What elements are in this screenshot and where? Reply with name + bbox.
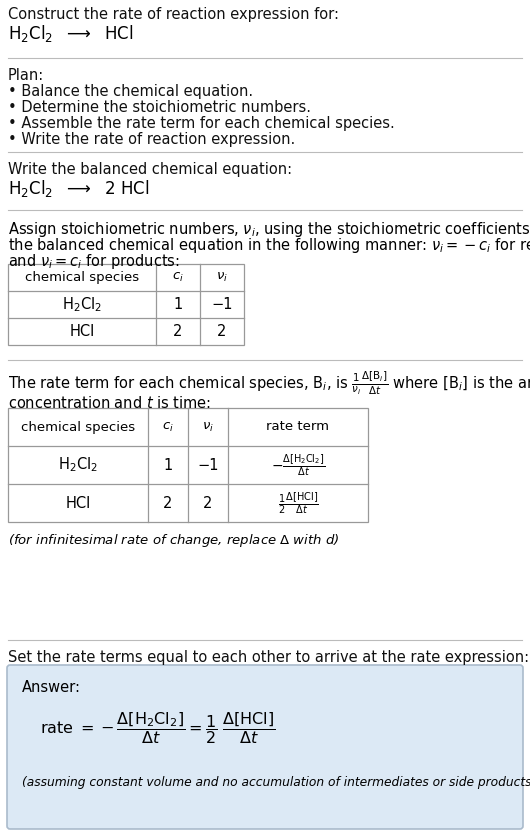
Text: and $\nu_i = c_i$ for products:: and $\nu_i = c_i$ for products: — [8, 252, 180, 271]
Text: Plan:: Plan: — [8, 68, 44, 83]
Text: • Write the rate of reaction expression.: • Write the rate of reaction expression. — [8, 132, 295, 147]
Text: Construct the rate of reaction expression for:: Construct the rate of reaction expressio… — [8, 7, 339, 22]
Text: $\nu_i$: $\nu_i$ — [216, 271, 228, 284]
Text: the balanced chemical equation in the following manner: $\nu_i = -c_i$ for react: the balanced chemical equation in the fo… — [8, 236, 530, 255]
Text: $\frac{1}{2}\frac{\Delta[\mathrm{HCl}]}{\Delta t}$: $\frac{1}{2}\frac{\Delta[\mathrm{HCl}]}{… — [278, 490, 319, 516]
Text: H$_2$Cl$_2$: H$_2$Cl$_2$ — [58, 456, 98, 474]
Text: $c_i$: $c_i$ — [172, 271, 184, 284]
Text: $-\frac{\Delta[\mathrm{H_2Cl_2}]}{\Delta t}$: $-\frac{\Delta[\mathrm{H_2Cl_2}]}{\Delta… — [271, 453, 325, 478]
Bar — [8, 408, 368, 522]
Text: (assuming constant volume and no accumulation of intermediates or side products): (assuming constant volume and no accumul… — [22, 776, 530, 789]
Text: 2: 2 — [204, 495, 213, 510]
Text: rate term: rate term — [267, 421, 330, 433]
Text: Assign stoichiometric numbers, $\nu_i$, using the stoichiometric coefficients, $: Assign stoichiometric numbers, $\nu_i$, … — [8, 220, 530, 239]
Text: H$_2$Cl$_2$  $\longrightarrow$  2 HCl: H$_2$Cl$_2$ $\longrightarrow$ 2 HCl — [8, 178, 149, 199]
Text: chemical species: chemical species — [25, 271, 139, 284]
Text: −1: −1 — [211, 297, 233, 312]
Text: rate $= -\dfrac{\Delta[\mathrm{H_2Cl_2}]}{\Delta t} = \dfrac{1}{2}\ \dfrac{\Delt: rate $= -\dfrac{\Delta[\mathrm{H_2Cl_2}]… — [40, 710, 276, 746]
Text: Write the balanced chemical equation:: Write the balanced chemical equation: — [8, 162, 292, 177]
Text: • Assemble the rate term for each chemical species.: • Assemble the rate term for each chemic… — [8, 116, 395, 131]
Text: Answer:: Answer: — [22, 680, 81, 695]
Text: 2: 2 — [217, 324, 227, 339]
Text: 1: 1 — [173, 297, 183, 312]
Text: −1: −1 — [197, 458, 219, 473]
Text: The rate term for each chemical species, B$_i$, is $\frac{1}{\nu_i}\frac{\Delta[: The rate term for each chemical species,… — [8, 370, 530, 397]
Text: 1: 1 — [163, 458, 173, 473]
Text: H$_2$Cl$_2$  $\longrightarrow$  HCl: H$_2$Cl$_2$ $\longrightarrow$ HCl — [8, 23, 134, 44]
Text: HCl: HCl — [69, 324, 95, 339]
FancyBboxPatch shape — [7, 665, 523, 829]
Text: • Determine the stoichiometric numbers.: • Determine the stoichiometric numbers. — [8, 100, 311, 115]
Text: (for infinitesimal rate of change, replace $\Delta$ with $d$): (for infinitesimal rate of change, repla… — [8, 532, 340, 549]
Text: $c_i$: $c_i$ — [162, 421, 174, 433]
Text: 2: 2 — [163, 495, 173, 510]
Text: concentration and $t$ is time:: concentration and $t$ is time: — [8, 395, 211, 411]
Text: $\nu_i$: $\nu_i$ — [202, 421, 214, 433]
Text: Set the rate terms equal to each other to arrive at the rate expression:: Set the rate terms equal to each other t… — [8, 650, 529, 665]
Bar — [8, 264, 244, 345]
Text: • Balance the chemical equation.: • Balance the chemical equation. — [8, 84, 253, 99]
Text: HCl: HCl — [65, 495, 91, 510]
Text: H$_2$Cl$_2$: H$_2$Cl$_2$ — [62, 295, 102, 314]
Text: 2: 2 — [173, 324, 183, 339]
Text: chemical species: chemical species — [21, 421, 135, 433]
